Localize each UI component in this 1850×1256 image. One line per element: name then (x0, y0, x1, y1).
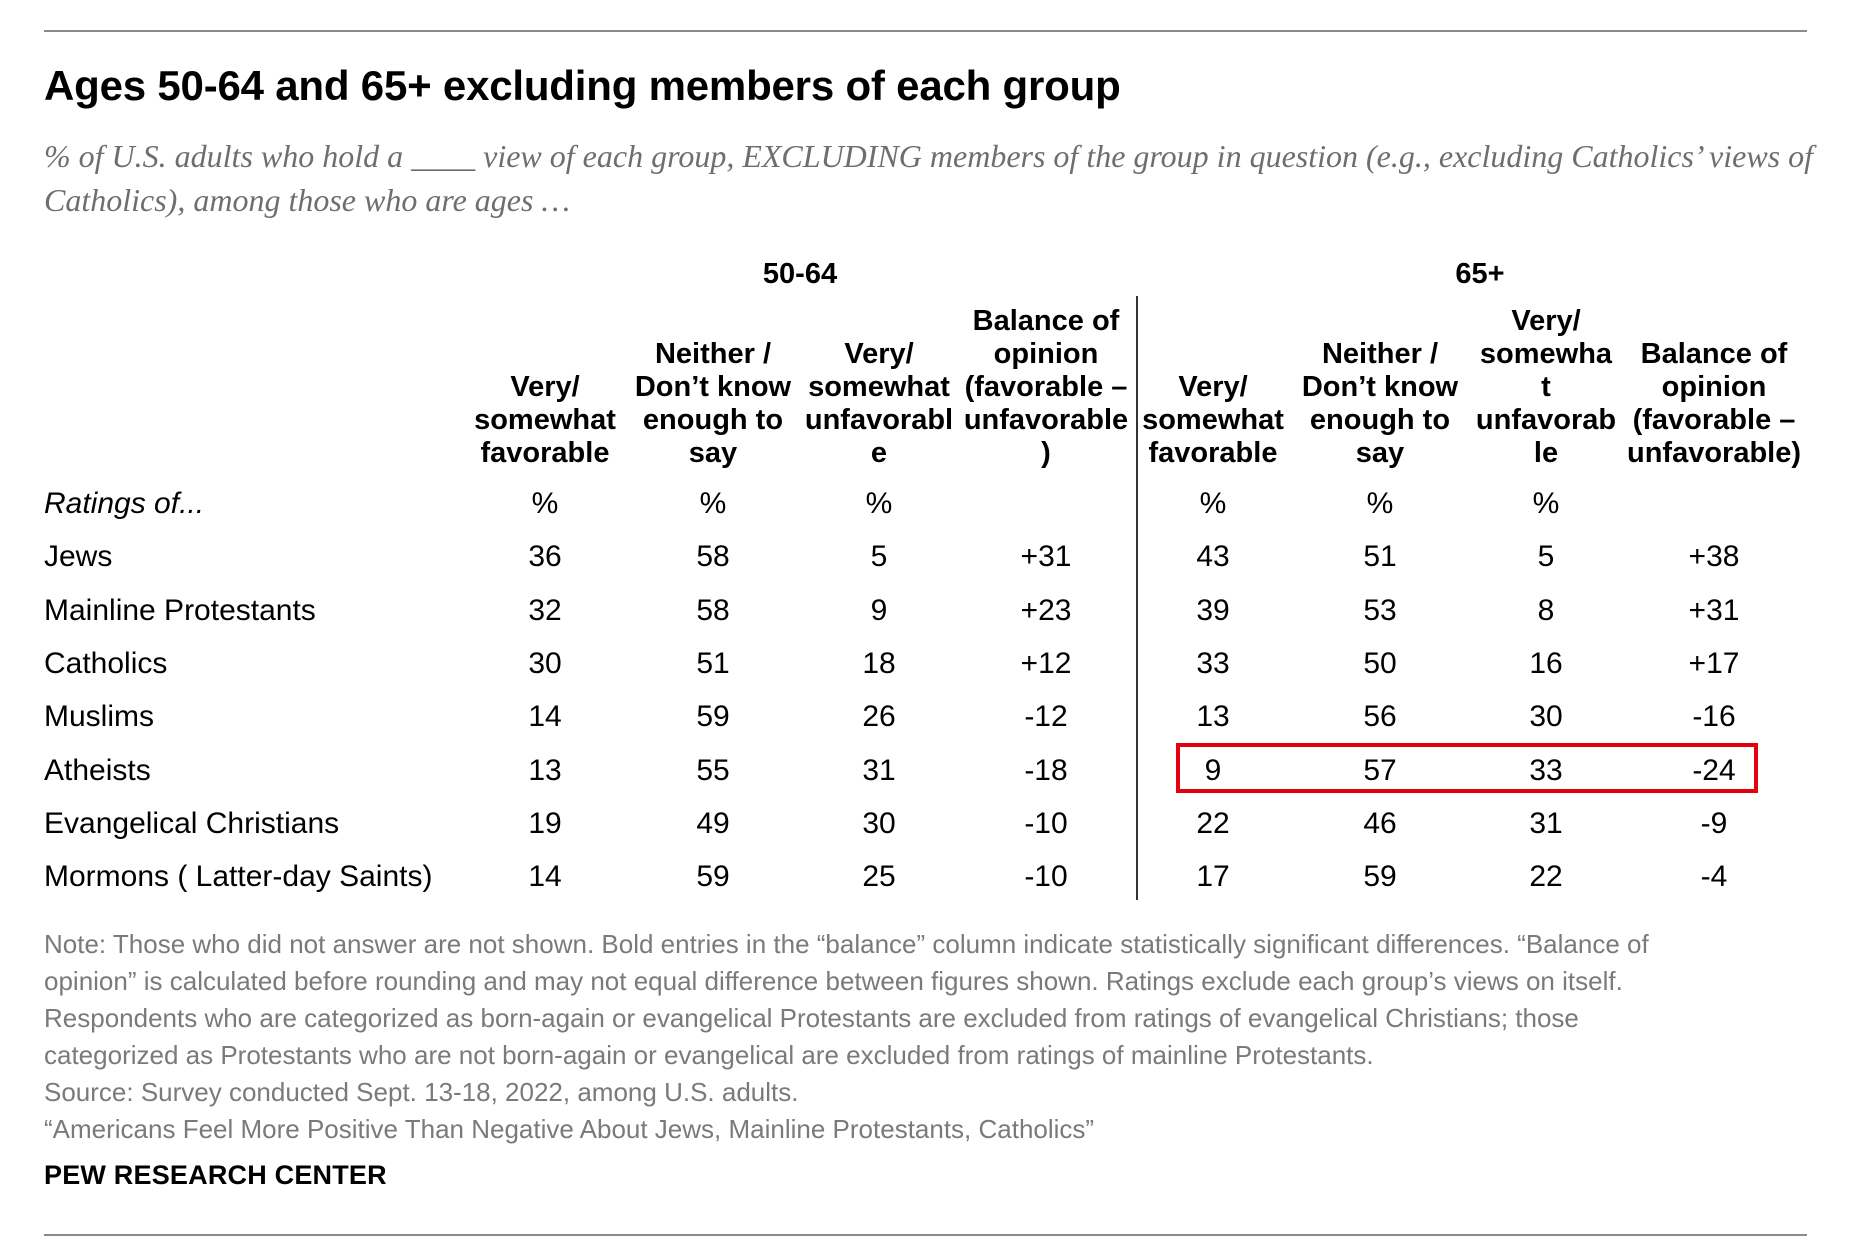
table-cell: 31 (1529, 807, 1563, 840)
unit-label: % (699, 487, 727, 520)
row-label: Catholics (44, 647, 168, 680)
table-cell: 58 (696, 594, 730, 627)
table-cell: 9 (1204, 754, 1222, 787)
table-cell: 32 (528, 594, 562, 627)
table-cell: 25 (862, 860, 896, 893)
unit-label: % (865, 487, 893, 520)
table-cell: -16 (1692, 700, 1736, 733)
note-line: Note: Those who did not answer are not s… (44, 929, 1649, 959)
table-cell: -4 (1700, 860, 1728, 893)
table-cell: 22 (1529, 860, 1563, 893)
table-cell: 31 (862, 754, 896, 787)
table-cell: 22 (1196, 807, 1230, 840)
table-cell: 46 (1363, 807, 1397, 840)
top-rule (44, 30, 1807, 32)
row-label: Mormons ( Latter-day Saints) (44, 860, 433, 893)
table-cell: 5 (1537, 540, 1555, 573)
table-cell: 14 (528, 860, 562, 893)
source-line: Source: Survey conducted Sept. 13-18, 20… (44, 1077, 799, 1107)
table-cell: 8 (1537, 594, 1555, 627)
table-cell: 55 (696, 754, 730, 787)
unit-label: % (1532, 487, 1560, 520)
table-cell: -9 (1700, 807, 1728, 840)
table-cell: 50 (1363, 647, 1397, 680)
row-label: Ratings of... (44, 487, 205, 520)
table-cell: 51 (1363, 540, 1397, 573)
table-cell: +12 (1020, 647, 1072, 680)
table-cell: -12 (1024, 700, 1068, 733)
table-cell: 14 (528, 700, 562, 733)
table-cell: -10 (1024, 860, 1068, 893)
table-cell: -10 (1024, 807, 1068, 840)
note-line: categorized as Protestants who are not b… (44, 1040, 1374, 1070)
table-cell: -18 (1024, 754, 1068, 787)
table-cell: 57 (1363, 754, 1397, 787)
group-divider (1136, 296, 1138, 900)
table-cell: 36 (528, 540, 562, 573)
column-header: Neither / Don’t know enough to say (634, 338, 792, 469)
table-cell: +31 (1688, 594, 1740, 627)
column-header: Very/somewhat favorable (1142, 371, 1284, 469)
table-cell: 13 (528, 754, 562, 787)
chart-title: Ages 50-64 and 65+ excluding members of … (44, 62, 1121, 109)
row-label: Muslims (44, 700, 154, 733)
column-header: Balance of opinion (favorable – unfavorable… (963, 305, 1129, 469)
table-cell: 51 (696, 647, 730, 680)
table-cell: 39 (1196, 594, 1230, 627)
table-cell: 26 (862, 700, 896, 733)
table-cell: 5 (870, 540, 888, 573)
table-cell: 58 (696, 540, 730, 573)
group-header-50-64: 50-64 (762, 258, 838, 290)
table-cell: 17 (1196, 860, 1230, 893)
unit-label: % (1199, 487, 1227, 520)
row-label: Atheists (44, 754, 151, 787)
highlight-box (1176, 743, 1758, 793)
unit-label: % (531, 487, 559, 520)
table-cell: 18 (862, 647, 896, 680)
brand-label: PEW RESEARCH CENTER (44, 1160, 387, 1190)
column-header: Neither / Don’t know enough to say (1301, 338, 1459, 469)
table-cell: 33 (1196, 647, 1230, 680)
table-cell: +31 (1020, 540, 1072, 573)
table-cell: 43 (1196, 540, 1230, 573)
row-label: Mainline Protestants (44, 594, 316, 627)
table-cell: +38 (1688, 540, 1740, 573)
group-header-65-plus: 65+ (1455, 258, 1505, 290)
column-header: Balance of opinion (favorable – unfavorable… (1626, 338, 1802, 469)
table-cell: 49 (696, 807, 730, 840)
note-line: Respondents who are categorized as born-… (44, 1003, 1579, 1033)
table-cell: 30 (862, 807, 896, 840)
table-cell: 13 (1196, 700, 1230, 733)
table-cell: 59 (1363, 860, 1397, 893)
row-label: Jews (44, 540, 113, 573)
notes: Note: Those who did not answer are not s… (44, 926, 1814, 1148)
table-cell: +23 (1020, 594, 1072, 627)
table-cell: 30 (1529, 700, 1563, 733)
row-label: Evangelical Christians (44, 807, 340, 840)
table-cell: 16 (1529, 647, 1563, 680)
table-cell: 33 (1529, 754, 1563, 787)
table-cell: -24 (1692, 754, 1736, 787)
report-title-line: “Americans Feel More Positive Than Negat… (44, 1114, 1095, 1144)
table-cell: 59 (696, 700, 730, 733)
table-cell: 9 (870, 594, 888, 627)
unit-label: % (1366, 487, 1394, 520)
note-line: opinion” is calculated before rounding a… (44, 966, 1623, 996)
table-cell: 19 (528, 807, 562, 840)
chart-subtitle: % of U.S. adults who hold a ____ view of… (44, 138, 1814, 218)
column-header: Very/somewhat favorable (474, 371, 616, 469)
bottom-rule (44, 1234, 1807, 1236)
table-cell: +17 (1688, 647, 1740, 680)
table-cell: 56 (1363, 700, 1397, 733)
table-cell: 59 (696, 860, 730, 893)
table-cell: 53 (1363, 594, 1397, 627)
table-cell: 30 (528, 647, 562, 680)
